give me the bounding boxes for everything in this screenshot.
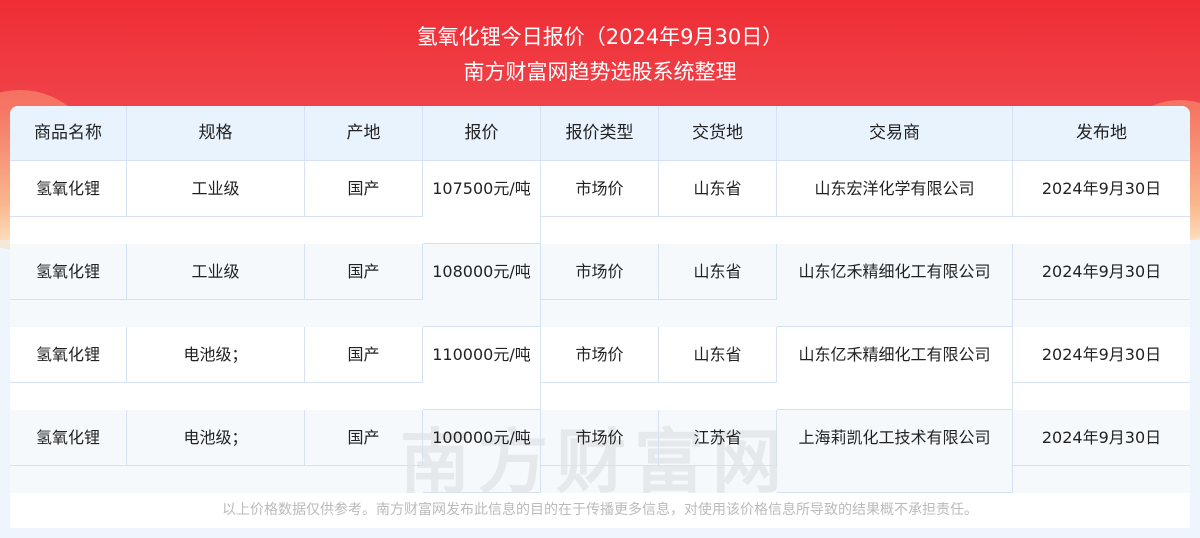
cell-publish-date: 2024年9月30日 [1013,161,1190,217]
cell-trader: 上海莉凯化工技术有限公司 [777,410,1013,493]
cell-delivery-place: 山东省 [659,161,777,217]
cell-price-type: 市场价 [541,410,659,466]
cell-trader: 山东亿禾精细化工有限公司 [777,244,1013,327]
cell-price: 108000元/吨 [423,244,541,327]
column-header-product-name: 商品名称 [10,106,127,161]
origin-text: 国产 [347,262,380,281]
publish-date-text: 2024年9月30日 [1041,262,1162,281]
disclaimer: 以上价格数据仅供参考。南方财富网发布此信息的目的在于传播更多信息，对使用该价格信… [10,493,1190,528]
product-name-text: 氢氧化锂 [35,179,100,198]
publish-date-text: 2024年9月30日 [1041,345,1162,364]
publish-date-text: 2024年9月30日 [1041,428,1162,447]
product-name-text: 氢氧化锂 [35,262,100,281]
cell-spec: 工业级 [127,161,305,217]
product-name-text: 氢氧化锂 [35,428,100,447]
cell-price: 100000元/吨 [423,410,541,493]
column-header-price-type: 报价类型 [541,106,659,161]
spec-text: 电池级； [183,345,248,364]
spec-text: 工业级 [191,179,240,198]
cell-delivery-place: 江苏省 [659,410,777,466]
delivery-place-text: 江苏省 [693,428,742,447]
cell-product-name: 氢氧化锂 [10,410,127,466]
price-text: 107500元/吨 [432,179,531,198]
column-header-trader: 交易商 [777,106,1013,161]
delivery-place-text: 山东省 [693,179,742,198]
cell-trader: 山东宏洋化学有限公司 [777,161,1013,217]
price-table: 南方财富网 southmoney.com 商品名称规格产地报价报价类型交货地交易… [10,106,1190,528]
trader-text: 上海莉凯化工技术有限公司 [798,428,991,447]
cell-delivery-place: 山东省 [659,244,777,300]
cell-origin: 国产 [305,161,423,217]
cell-product-name: 氢氧化锂 [10,327,127,383]
cell-spec: 工业级 [127,244,305,300]
cell-price-type: 市场价 [541,161,659,217]
cell-price: 107500元/吨 [423,161,541,244]
origin-text: 国产 [347,345,380,364]
cell-origin: 国产 [305,244,423,300]
cell-origin: 国产 [305,327,423,383]
table-row: 氢氧化锂 工业级 国产 107500元/吨 市场价 山东省 山东宏洋化学有限公司 2024年9… [10,161,1190,244]
trader-text: 山东宏洋化学有限公司 [814,179,975,198]
table-header: 商品名称 规格 产地 报价 报价类型 交货地 交易商 发布地 [10,106,1190,161]
price-text: 100000元/吨 [432,428,531,447]
page-subtitle: 南方财富网趋势选股系统整理 [463,60,737,84]
spec-text: 工业级 [191,262,240,281]
cell-trader: 山东亿禾精细化工有限公司 [777,327,1013,410]
column-header-origin: 产地 [305,106,423,161]
page-title: 氢氧化锂今日报价（2024年9月30日） [416,25,784,49]
table-row: 氢氧化锂 电池级； 国产 100000元/吨 市场价 江苏省 上海莉凯化工技术有限公司 202… [10,410,1190,493]
delivery-place-text: 山东省 [693,262,742,281]
trader-text: 山东亿禾精细化工有限公司 [798,262,991,281]
table-row: 氢氧化锂 工业级 国产 108000元/吨 市场价 山东省 山东亿禾精细化工有限公司 2024… [10,244,1190,327]
cell-price: 110000元/吨 [423,327,541,410]
cell-publish-date: 2024年9月30日 [1013,327,1190,383]
origin-text: 国产 [347,179,380,198]
column-header-delivery-place: 交货地 [659,106,777,161]
cell-publish-date: 2024年9月30日 [1013,410,1190,466]
cell-publish-date: 2024年9月30日 [1013,244,1190,300]
table-row: 氢氧化锂 电池级； 国产 110000元/吨 市场价 山东省 山东亿禾精细化工有限公司 202… [10,327,1190,410]
delivery-place-text: 山东省 [693,345,742,364]
spec-text: 电池级； [183,428,248,447]
cell-spec: 电池级； [127,410,305,466]
price-text: 108000元/吨 [432,262,531,281]
column-header-price: 报价 [423,106,541,161]
column-header-spec: 规格 [127,106,305,161]
cell-price-type: 市场价 [541,244,659,300]
column-header-publish-date: 发布地 [1013,106,1190,161]
origin-text: 国产 [347,428,380,447]
publish-date-text: 2024年9月30日 [1041,179,1162,198]
price-type-text: 市场价 [575,428,624,447]
cell-product-name: 氢氧化锂 [10,244,127,300]
cell-product-name: 氢氧化锂 [10,161,127,217]
product-name-text: 氢氧化锂 [35,345,100,364]
trader-text: 山东亿禾精细化工有限公司 [798,345,991,364]
price-type-text: 市场价 [575,179,624,198]
cell-origin: 国产 [305,410,423,466]
price-type-text: 市场价 [575,262,624,281]
cell-price-type: 市场价 [541,327,659,383]
cell-delivery-place: 山东省 [659,327,777,383]
price-text: 110000元/吨 [432,345,531,364]
cell-spec: 电池级； [127,327,305,383]
price-type-text: 市场价 [575,345,624,364]
